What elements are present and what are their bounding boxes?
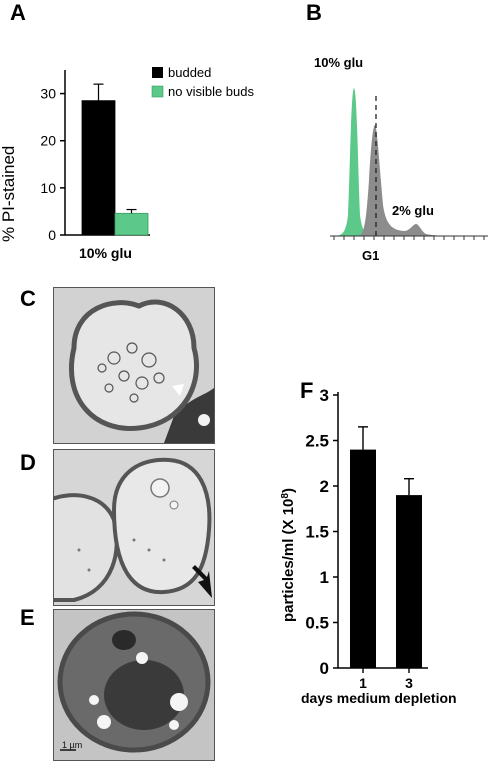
micrograph-c-image — [54, 288, 214, 443]
panel-b-ticks — [333, 236, 485, 240]
panel-b-histogram: 10% glu 2% glu G1 — [314, 55, 488, 263]
panel-a-ytick-label: 0 — [48, 227, 56, 243]
legend-label-budded: budded — [168, 65, 211, 80]
micrograph-e-image — [54, 610, 214, 760]
panel-f-ytick-label: 0 — [320, 659, 329, 678]
panel-f-bar-day-1 — [350, 449, 376, 668]
panel-f-ytick-label: 3 — [320, 386, 329, 405]
micrograph-c — [53, 287, 215, 444]
histogram-peak-2-glu — [358, 125, 460, 236]
panel-a-bar-no-visible-buds — [114, 212, 149, 236]
panel-letter-c: C — [20, 286, 36, 311]
legend-label-no-visible-buds: no visible buds — [168, 84, 254, 99]
panel-a-ylabel: % PI-stained — [0, 146, 18, 242]
panel-a-chart: % PI-stained 0 10 20 30 10% glu budded no v… — [0, 65, 254, 261]
arrow-icon — [192, 565, 212, 598]
panel-letter-f: F — [300, 378, 314, 403]
legend-swatch-budded — [152, 67, 163, 78]
panel-letter-d: D — [20, 450, 36, 475]
panel-b-label-10-glu: 10% glu — [314, 55, 363, 70]
panel-letter-b: B — [306, 0, 322, 25]
panel-f-ytick-label: 1.5 — [305, 523, 329, 542]
micrograph-e: 1 µm — [53, 609, 215, 761]
panel-letter-e: E — [20, 605, 35, 630]
panel-f-ytick-label: 0.5 — [305, 614, 329, 633]
micrograph-d-image — [54, 450, 214, 605]
panel-a-ytick-label: 20 — [40, 133, 56, 149]
panel-f-xtick-label: 1 — [359, 675, 367, 691]
panel-a-ytick-label: 10 — [40, 180, 56, 196]
panel-b-label-2-glu: 2% glu — [392, 203, 434, 218]
panel-letter-a: A — [10, 0, 26, 25]
panel-f-ylabel: particles/ml (X 108) — [280, 488, 298, 622]
panel-f-ytick-label: 2 — [320, 477, 329, 496]
legend-swatch-no-visible-buds — [151, 85, 164, 98]
panel-a-bar-budded — [81, 100, 116, 236]
panel-a-ytick-label: 30 — [40, 86, 56, 102]
scale-bar-label: 1 µm — [62, 740, 83, 750]
panel-a-xlabel: 10% glu — [79, 245, 132, 261]
histogram-peak-10-glu — [336, 88, 374, 236]
panel-f-xtick-label: 3 — [405, 675, 413, 691]
panel-f-bar-day-3 — [396, 495, 422, 668]
panel-b-xlabel-g1: G1 — [362, 248, 379, 263]
panel-f-ytick-label: 1 — [320, 568, 329, 587]
panel-f-ytick-label: 2.5 — [305, 432, 329, 451]
micrograph-d — [53, 449, 215, 606]
panel-f-xlabel: days medium depletion — [301, 690, 457, 706]
panel-f-chart: particles/ml (X 108) 0 0.5 1 1.5 2 2.5 3 1 3 da… — [280, 386, 457, 706]
